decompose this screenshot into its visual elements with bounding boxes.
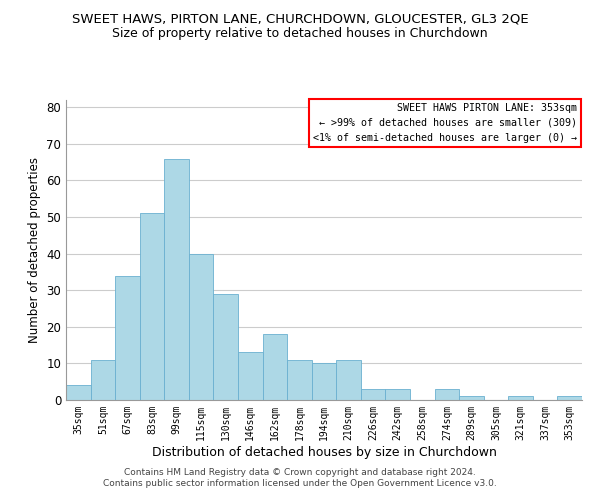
Bar [385,389,410,400]
Text: Size of property relative to detached houses in Churchdown: Size of property relative to detached ho… [112,28,488,40]
Bar [508,396,533,400]
Bar [189,254,214,400]
Bar [263,334,287,400]
Bar [459,396,484,400]
Text: Contains HM Land Registry data © Crown copyright and database right 2024.
Contai: Contains HM Land Registry data © Crown c… [103,468,497,487]
Bar [287,360,312,400]
Text: SWEET HAWS, PIRTON LANE, CHURCHDOWN, GLOUCESTER, GL3 2QE: SWEET HAWS, PIRTON LANE, CHURCHDOWN, GLO… [71,12,529,26]
Bar [557,396,582,400]
Bar [434,389,459,400]
Y-axis label: Number of detached properties: Number of detached properties [28,157,41,343]
Bar [115,276,140,400]
Bar [361,389,385,400]
Bar [91,360,115,400]
Bar [214,294,238,400]
Bar [238,352,263,400]
Bar [336,360,361,400]
Text: SWEET HAWS PIRTON LANE: 353sqm
← >99% of detached houses are smaller (309)
<1% o: SWEET HAWS PIRTON LANE: 353sqm ← >99% of… [313,103,577,142]
X-axis label: Distribution of detached houses by size in Churchdown: Distribution of detached houses by size … [152,446,496,458]
Bar [66,386,91,400]
Bar [140,214,164,400]
Bar [312,364,336,400]
Bar [164,158,189,400]
